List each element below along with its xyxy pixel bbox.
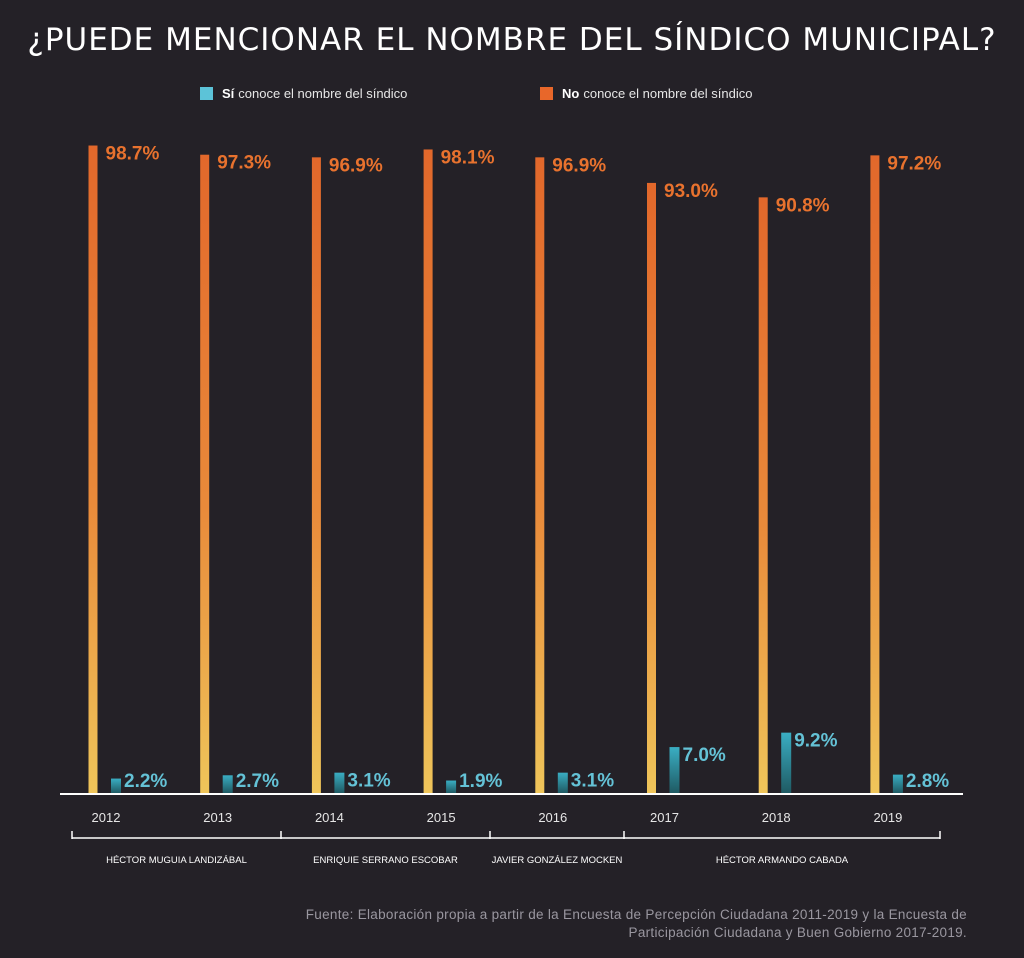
bar-no-2015 — [423, 149, 433, 794]
data-label-no-2013: 97.3% — [217, 153, 271, 174]
bar-si-2013 — [222, 775, 233, 793]
data-label-no-2017: 93.0% — [664, 181, 718, 202]
legend-no-bold: No — [562, 86, 580, 101]
bar-si-2017 — [669, 747, 680, 793]
legend-item-no: No conoce el nombre del síndico — [540, 86, 752, 101]
bar-si-2019 — [892, 774, 903, 793]
legend-item-si: Sí conoce el nombre del síndico — [200, 86, 407, 101]
data-label-si-2018: 9.2% — [794, 731, 837, 752]
bar-si-2015 — [446, 780, 457, 793]
x-tick-label-2019: 2019 — [873, 810, 902, 825]
legend-si-text: conoce el nombre del síndico — [238, 86, 408, 101]
bar-no-2019 — [870, 155, 880, 794]
x-tick-label-2018: 2018 — [762, 810, 791, 825]
x-tick-label-2017: 2017 — [650, 810, 679, 825]
bar-si-2012 — [111, 778, 121, 793]
data-label-no-2018: 90.8% — [776, 195, 830, 216]
period-label-2: ENRIQUIE SERRANO ESCOBAR — [313, 855, 458, 866]
bar-no-2016 — [535, 157, 545, 793]
bar-si-2016 — [557, 772, 568, 793]
data-label-no-2015: 98.1% — [441, 147, 495, 168]
legend-no-text: conoce el nombre del síndico — [583, 86, 753, 101]
bar-no-2018 — [758, 197, 768, 794]
bar-no-2012 — [88, 145, 98, 793]
data-label-si-2019: 2.8% — [906, 771, 949, 792]
period-label-3: JAVIER GONZÁLEZ MOCKEN — [492, 855, 623, 866]
source-note: Fuente: Elaboración propia a partir de l… — [167, 906, 967, 942]
bar-si-2014 — [334, 772, 345, 793]
x-tick-label-2015: 2015 — [427, 810, 456, 825]
bar-no-2017 — [647, 182, 656, 794]
x-tick-label-2014: 2014 — [315, 810, 344, 825]
x-tick-labels: 2012 2013 2014 2015 2016 2017 2018 2019 — [92, 810, 903, 825]
data-label-si-2016: 3.1% — [571, 771, 614, 792]
source-line-1: Fuente: Elaboración propia a partir de l… — [305, 907, 967, 922]
data-label-si-2012: 2.2% — [124, 771, 167, 792]
data-label-si-2017: 7.0% — [683, 745, 726, 766]
bars-layer: 98.7% 2.2% 97.3% 2.7% 96.9% 3.1% 98.1% 1.9% 96.9… — [88, 144, 949, 794]
source-line-2: Participación Ciudadana y Buen Gobierno … — [628, 925, 967, 940]
data-label-no-2014: 96.9% — [329, 155, 383, 176]
bar-si-2018 — [781, 732, 792, 793]
period-label-1: HÉCTOR MUGUIA LANDIZÁBAL — [106, 855, 247, 866]
chart-title: ¿PUEDE MENCIONAR EL NOMBRE DEL SÍNDICO M… — [27, 22, 997, 58]
data-label-si-2013: 2.7% — [236, 771, 279, 792]
data-label-no-2019: 97.2% — [887, 153, 941, 174]
period-label-4: HÉCTOR ARMANDO CABADA — [716, 855, 849, 866]
bar-no-2014 — [311, 157, 321, 793]
data-label-si-2014: 3.1% — [347, 771, 390, 792]
data-label-no-2016: 96.9% — [552, 155, 606, 176]
data-label-no-2012: 98.7% — [106, 144, 160, 165]
x-tick-label-2012: 2012 — [92, 810, 121, 825]
data-label-si-2015: 1.9% — [459, 771, 502, 792]
legend-swatch-si — [200, 87, 213, 100]
legend-swatch-no — [540, 87, 553, 100]
bar-no-2013 — [200, 154, 210, 793]
x-tick-label-2013: 2013 — [203, 810, 232, 825]
x-tick-label-2016: 2016 — [538, 810, 567, 825]
bar-chart: 98.7% 2.2% 97.3% 2.7% 96.9% 3.1% 98.1% 1.9% 96.9… — [60, 144, 963, 866]
legend-si-bold: Sí — [222, 86, 235, 101]
period-brackets: HÉCTOR MUGUIA LANDIZÁBAL ENRIQUIE SERRANO… — [71, 831, 941, 866]
